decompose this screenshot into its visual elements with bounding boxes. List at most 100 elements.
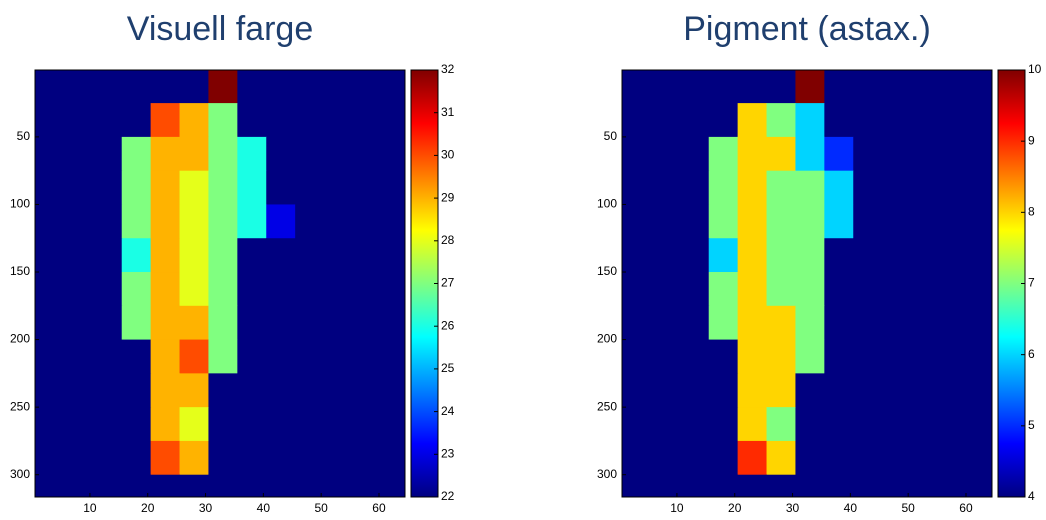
heatmap-cell bbox=[882, 272, 912, 307]
plot-frame bbox=[621, 69, 993, 498]
heatmap-cell bbox=[766, 373, 796, 408]
colorbar bbox=[410, 69, 439, 498]
heatmap-cell bbox=[737, 339, 768, 374]
heatmap-cell bbox=[766, 70, 796, 104]
heatmap-cell bbox=[208, 339, 238, 374]
heatmap-cell bbox=[121, 474, 152, 497]
heatmap-cell bbox=[968, 170, 992, 205]
heatmap-cell bbox=[824, 339, 854, 374]
heatmap-cell bbox=[295, 440, 325, 476]
heatmap-cell bbox=[121, 339, 152, 374]
heatmap-cell bbox=[92, 238, 123, 273]
heatmap-cell bbox=[622, 170, 652, 205]
heatmap-cell bbox=[766, 103, 796, 138]
heatmap-cell bbox=[179, 103, 209, 138]
heatmap-cell bbox=[295, 305, 325, 341]
heatmap-cell bbox=[266, 407, 296, 442]
heatmap-cell bbox=[208, 440, 238, 476]
heatmap-cell bbox=[795, 136, 825, 172]
heatmap-cell bbox=[795, 474, 825, 497]
heatmap-cell bbox=[708, 70, 739, 104]
heatmap-cell bbox=[650, 238, 681, 273]
heatmap-cell bbox=[766, 136, 796, 172]
heatmap-cell bbox=[237, 440, 267, 476]
x-tick-label: 10 bbox=[670, 501, 684, 515]
heatmap-cell bbox=[911, 272, 941, 307]
heatmap-cell bbox=[63, 70, 94, 104]
colorbar bbox=[997, 69, 1026, 498]
heatmap-cell bbox=[295, 238, 325, 273]
heatmap-cell bbox=[63, 474, 94, 497]
heatmap-cell bbox=[237, 204, 267, 239]
heatmap-cell bbox=[679, 272, 710, 307]
heatmap-cell bbox=[381, 474, 405, 497]
heatmap-cell bbox=[766, 474, 796, 497]
colorbar-tick-label: 5 bbox=[1028, 418, 1035, 432]
heatmap-cell bbox=[679, 170, 710, 205]
heatmap-cell bbox=[766, 339, 796, 374]
heatmap-cell bbox=[853, 373, 883, 408]
heatmap-cell bbox=[968, 373, 992, 408]
heatmap-cell bbox=[324, 70, 354, 104]
heatmap-cell bbox=[939, 272, 970, 307]
heatmap-cell bbox=[381, 103, 405, 138]
heatmap-cell bbox=[352, 170, 383, 205]
heatmap-cell bbox=[179, 440, 209, 476]
heatmap-cell bbox=[939, 103, 970, 138]
heatmap-cell bbox=[737, 204, 768, 239]
heatmap-cell bbox=[324, 440, 354, 476]
heatmap-cell bbox=[237, 238, 267, 273]
heatmap-cell bbox=[381, 136, 405, 172]
x-tick-label: 30 bbox=[786, 501, 800, 515]
heatmap-cell bbox=[622, 272, 652, 307]
heatmap-cell bbox=[882, 136, 912, 172]
heatmap-cell bbox=[266, 170, 296, 205]
heatmap-cell bbox=[882, 339, 912, 374]
heatmap-cell bbox=[968, 103, 992, 138]
heatmap-cell bbox=[911, 204, 941, 239]
heatmap-cell bbox=[237, 373, 267, 408]
heatmap-cell bbox=[121, 170, 152, 205]
heatmap-cell bbox=[968, 339, 992, 374]
y-tick-label: 100 bbox=[10, 197, 30, 211]
heatmap-cell bbox=[911, 339, 941, 374]
heatmap-cell bbox=[853, 272, 883, 307]
heatmap-cell bbox=[179, 305, 209, 341]
heatmap-cell bbox=[968, 305, 992, 341]
heatmap-cell bbox=[150, 136, 181, 172]
heatmap-cell bbox=[766, 272, 796, 307]
colorbar-tick-label: 30 bbox=[441, 148, 455, 162]
y-tick-label: 250 bbox=[10, 399, 30, 413]
heatmap-cell bbox=[324, 170, 354, 205]
x-tick-label: 40 bbox=[257, 501, 271, 515]
heatmap-cell bbox=[35, 474, 65, 497]
heatmap-cell bbox=[352, 407, 383, 442]
heatmap-cell bbox=[911, 373, 941, 408]
heatmap-cell bbox=[795, 103, 825, 138]
heatmap-cell bbox=[622, 305, 652, 341]
heatmap-cell bbox=[150, 204, 181, 239]
heatmap-cell bbox=[911, 238, 941, 273]
heatmap-cell bbox=[968, 407, 992, 442]
colorbar-tick-label: 25 bbox=[441, 361, 455, 375]
heatmap-cell bbox=[324, 373, 354, 408]
y-tick-label: 200 bbox=[597, 332, 617, 346]
heatmap-cell bbox=[208, 136, 238, 172]
heatmap-cell bbox=[795, 238, 825, 273]
heatmap-cell bbox=[352, 305, 383, 341]
heatmap-cell bbox=[92, 440, 123, 476]
heatmap-cell bbox=[150, 373, 181, 408]
x-tick-label: 60 bbox=[372, 501, 386, 515]
colorbar-tick-label: 31 bbox=[441, 105, 455, 119]
heatmap-cell bbox=[324, 305, 354, 341]
heatmap-cell bbox=[352, 440, 383, 476]
heatmap-cell bbox=[381, 339, 405, 374]
chart-title: Pigment (astax.) bbox=[683, 10, 931, 48]
heatmap-cell bbox=[35, 339, 65, 374]
heatmap-cell bbox=[208, 474, 238, 497]
heatmap-cell bbox=[737, 170, 768, 205]
x-tick-label: 20 bbox=[141, 501, 155, 515]
heatmap-cell bbox=[208, 305, 238, 341]
heatmap-cell bbox=[150, 305, 181, 341]
heatmap-cell bbox=[766, 305, 796, 341]
